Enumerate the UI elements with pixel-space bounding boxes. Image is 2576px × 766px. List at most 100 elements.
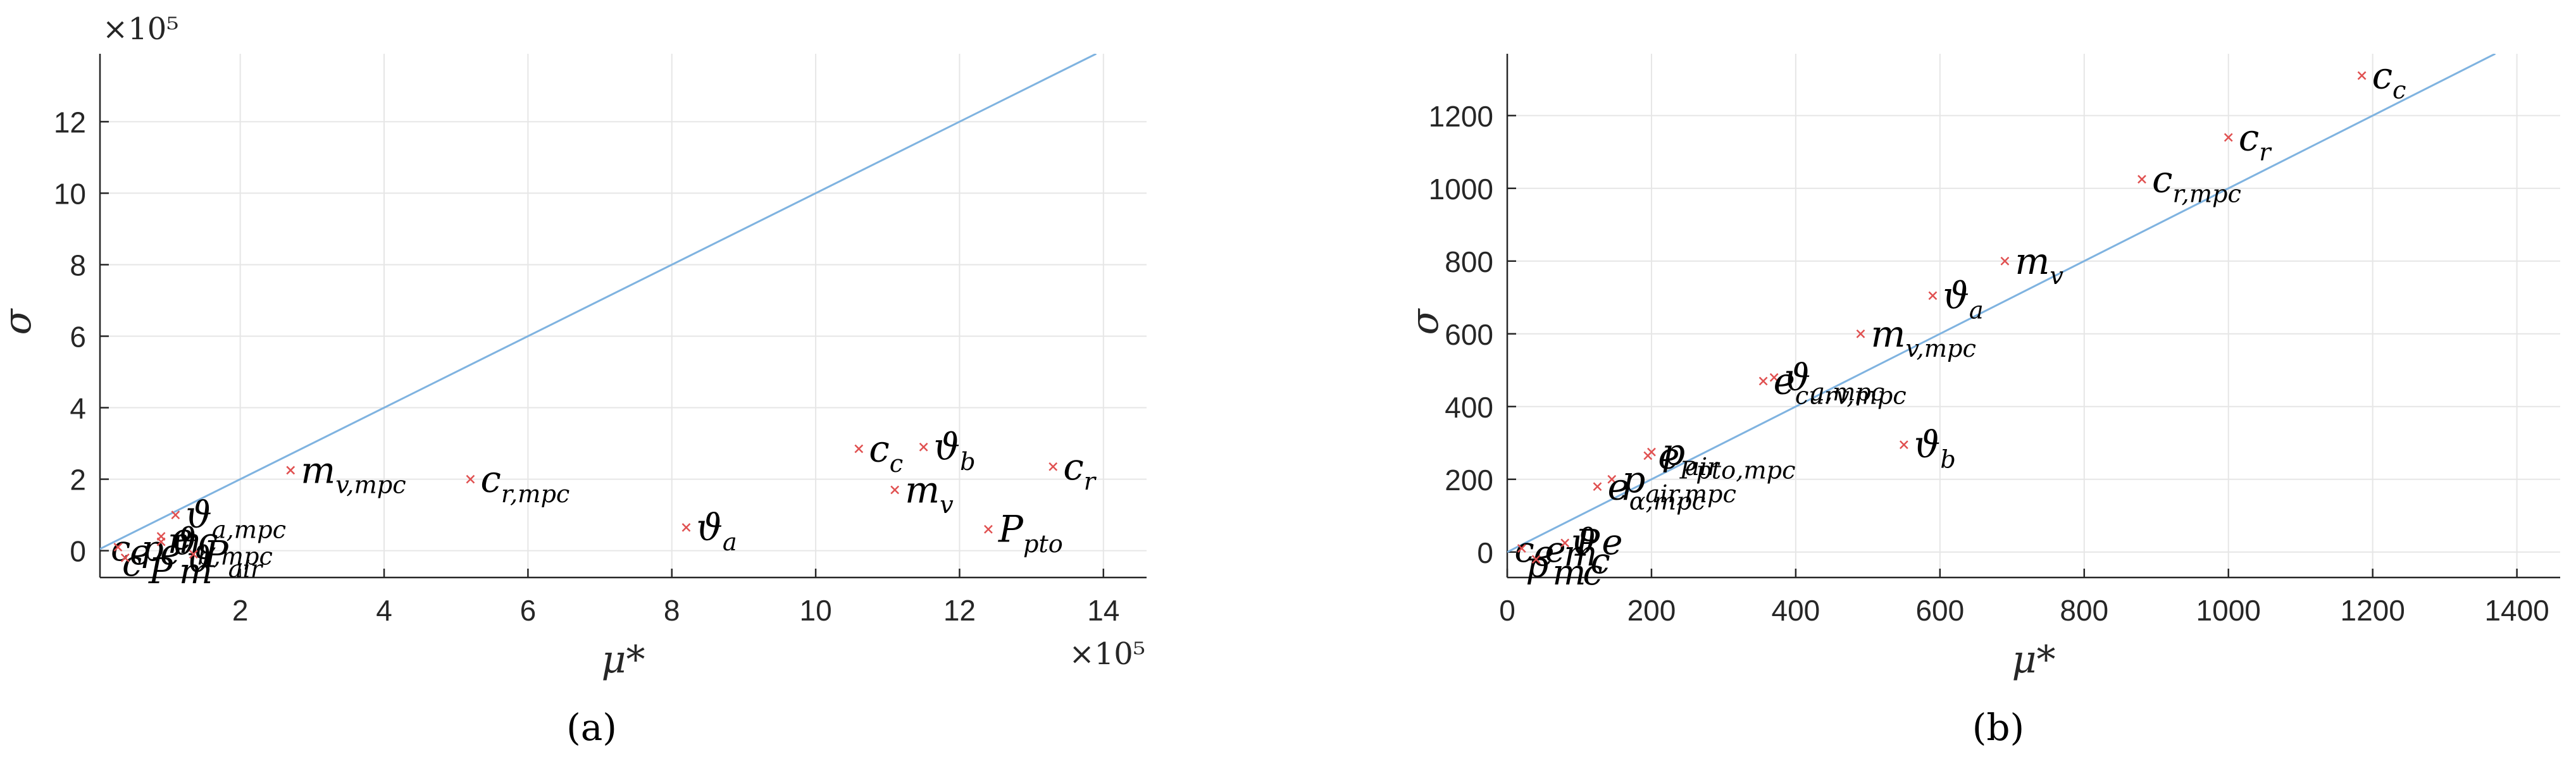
scatter-point <box>1769 373 1779 382</box>
point-label: cr,mpc <box>2152 158 2241 208</box>
point-label: pair <box>1662 431 1720 481</box>
x-tick-label: 600 <box>1915 594 1964 627</box>
scatter-point <box>189 550 198 559</box>
x-tick-label: 200 <box>1627 594 1676 627</box>
x-tick-label: 1200 <box>2340 594 2405 627</box>
cluster-label: m <box>1564 533 1597 574</box>
point-label: mv <box>905 469 954 519</box>
cluster-label: m <box>1552 552 1586 593</box>
scatter-point <box>2137 175 2146 184</box>
x-tick-label: 1000 <box>2196 594 2261 627</box>
x-tick-label: 0 <box>1499 594 1515 627</box>
scatter-point <box>1928 291 1938 300</box>
cluster-label: c <box>122 543 142 584</box>
cluster-label: e <box>1545 529 1565 571</box>
point-label: cr <box>1063 445 1097 496</box>
y-tick-label: 200 <box>1445 464 1493 497</box>
point-label: cr <box>2239 116 2272 166</box>
cluster-label: c <box>1583 552 1602 593</box>
x-tick-label: 1400 <box>2484 594 2549 627</box>
x-axis-label: μ* <box>2012 638 2056 682</box>
cluster-label: c <box>1590 541 1610 582</box>
x-tick-label: 8 <box>664 594 680 627</box>
y-tick-label: 6 <box>70 320 86 353</box>
y-tick-label: 4 <box>70 392 86 425</box>
scatter-point <box>2224 133 2233 142</box>
point-label: cc <box>2372 54 2406 105</box>
scatter-point <box>919 442 928 452</box>
y-tick-label: 2 <box>70 464 86 497</box>
x-tick-label: 800 <box>2060 594 2108 627</box>
cluster-label: ϑ <box>187 540 212 581</box>
point-label: ePpto,mpc <box>1658 434 1795 485</box>
scatter-point <box>156 537 166 547</box>
scatter-point <box>466 474 475 484</box>
y-tick-label: 12 <box>54 106 86 139</box>
plot-area <box>1507 54 2560 578</box>
scatter-point <box>1899 440 1908 450</box>
panel-caption: (b) <box>1972 706 2024 749</box>
point-label: ϑa <box>696 506 737 557</box>
scatter-point <box>890 485 900 495</box>
y-tick-label: 0 <box>70 535 86 568</box>
cluster-label: e <box>1602 522 1622 563</box>
point-label: pair,mpc <box>1622 458 1736 509</box>
scatter-point <box>1560 538 1570 548</box>
scatter-point <box>1531 555 1541 564</box>
cluster-label: c <box>1514 529 1534 571</box>
x-tick-label: 14 <box>1087 594 1119 627</box>
point-label: ϑb,mpc <box>171 520 273 571</box>
gridlines <box>1507 54 2560 578</box>
y-tick-label: 400 <box>1445 391 1493 424</box>
reference-line <box>1507 54 2496 553</box>
x-tick-label: 6 <box>520 594 537 627</box>
scatter-point <box>681 522 691 532</box>
panel-caption: (a) <box>566 706 617 749</box>
cluster-label: P <box>148 551 173 592</box>
scatter-point <box>286 466 296 475</box>
point-label: ϑa <box>1943 274 1983 324</box>
x-tick-label: 10 <box>800 594 832 627</box>
x-tick-label: 2 <box>232 594 249 627</box>
x-exponent-label: ×10⁵ <box>1069 636 1145 672</box>
point-label: cc <box>869 428 903 478</box>
scatter-point <box>854 444 864 454</box>
scatter-point <box>1593 482 1602 491</box>
point-label: P <box>1574 521 1600 564</box>
scatter-point <box>113 543 123 552</box>
scatter-point <box>120 553 130 562</box>
point-label: cr,mpc <box>480 458 569 509</box>
scatter-point <box>1643 451 1653 460</box>
point-label: ϑa,mpc <box>185 493 286 544</box>
cluster-label: c <box>198 521 218 562</box>
scatter-point <box>1048 462 1058 471</box>
point-label: ecurv,mpc <box>1774 360 1907 411</box>
cluster-label: e <box>1533 533 1554 574</box>
point-label: Pair <box>203 533 264 583</box>
panel-b: 0 200 400 600 800 1000 1200 1400 0 200 400 600 800 10… <box>1403 54 2560 749</box>
scatter-point <box>2357 71 2367 80</box>
y-exponent-label: ×10⁵ <box>103 11 179 47</box>
scatter-point <box>984 524 993 534</box>
y-tick-label: 800 <box>1445 245 1493 278</box>
reference-line <box>100 54 1097 550</box>
cluster-label: p <box>1526 545 1548 586</box>
panel-a: 2 4 6 8 10 12 14024681012×10⁵×10⁵μ*σcePmϑcpemc… <box>0 11 1147 749</box>
y-tick-label: 8 <box>70 249 86 281</box>
cluster-label: e <box>130 532 151 573</box>
plot-area <box>100 54 1147 578</box>
scatter-point <box>1607 474 1617 484</box>
y-tick-label: 1200 <box>1429 100 1493 133</box>
x-axis-label: μ* <box>602 638 645 682</box>
point-label: mv,mpc <box>1870 312 1976 363</box>
y-axis-label: σ <box>0 307 40 335</box>
scatter-point <box>1517 544 1526 553</box>
y-axis-label: σ <box>1403 307 1447 335</box>
point-label: mv,mpc <box>301 448 406 499</box>
cluster-label: ϑ <box>1571 522 1596 563</box>
scatter-point <box>2000 256 2010 266</box>
point-label: Ppto <box>998 508 1063 559</box>
y-tick-label: 1000 <box>1429 173 1493 206</box>
